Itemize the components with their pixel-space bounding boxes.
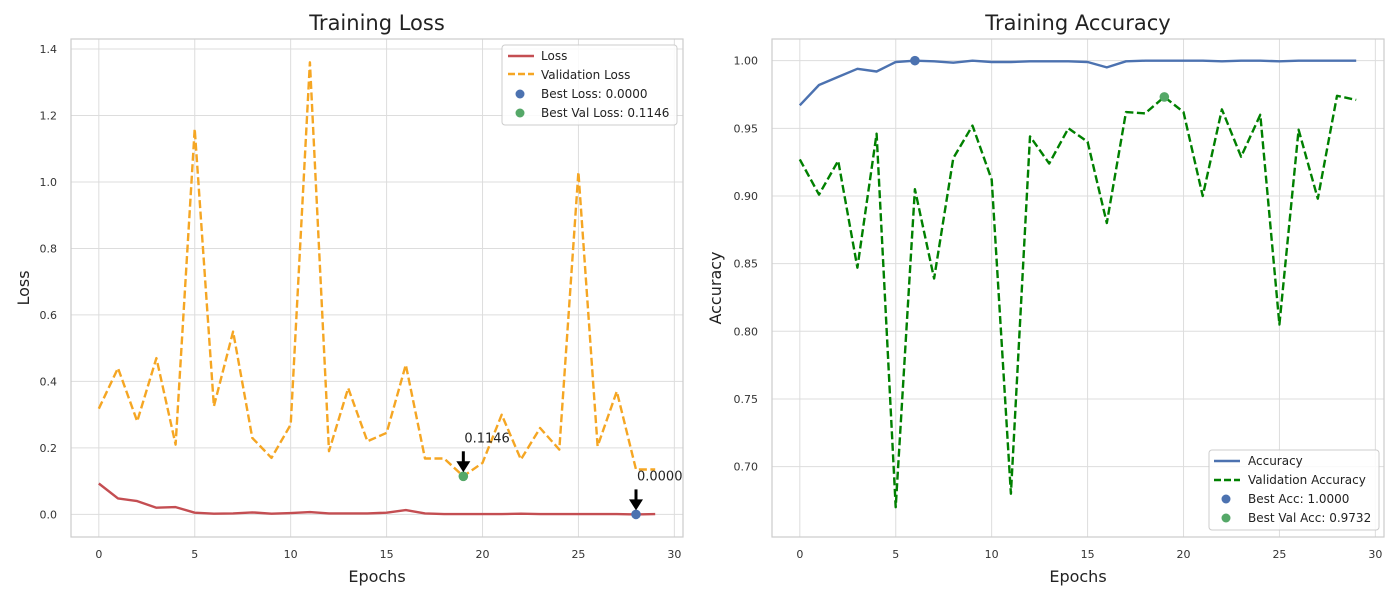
legend-item-validation-loss: Validation Loss [508, 68, 630, 82]
annotation-label: 0.1146 [464, 431, 510, 446]
legend-label-accuracy: Accuracy [1248, 454, 1303, 468]
accuracy-xtick-label: 0 [796, 548, 803, 561]
loss-ytick-label: 0.4 [40, 375, 58, 388]
loss-chart-title: Training Loss [308, 11, 445, 35]
accuracy-chart-ylabel: Accuracy [706, 251, 725, 324]
legend-label-best-val-loss: Best Val Loss: 0.1146 [541, 106, 669, 120]
legend-label-best-val-acc: Best Val Acc: 0.9732 [1248, 511, 1371, 525]
loss-xtick-label: 5 [191, 548, 198, 561]
accuracy-ytick-label: 0.75 [734, 393, 759, 406]
loss-chart-legend: Loss Validation Loss Best Loss: 0.0000 B… [501, 44, 678, 126]
accuracy-chart-ticks: 0 5 10 15 20 25 30 0.70 0.75 0.80 0.85 0.90 0.95 1.00 [734, 55, 1383, 561]
annotation-arrow-head [628, 499, 643, 511]
annotation-arrow [628, 489, 643, 511]
loss-ytick-label: 1.2 [40, 109, 58, 122]
legend-swatch-best-val-acc [1221, 513, 1231, 523]
loss-xtick-label: 15 [380, 548, 394, 561]
loss-chart-ticks: 0 5 10 15 20 25 30 0.0 0.2 0.4 0.6 0.8 1.0 1.2 1.4 [40, 43, 682, 561]
legend-item-best-loss: Best Loss: 0.0000 [515, 87, 648, 101]
loss-legend-box [501, 44, 678, 126]
legend-item-validation-accuracy: Validation Accuracy [1214, 473, 1366, 487]
loss-ytick-label: 0.8 [40, 242, 58, 255]
loss-chart-series [97, 61, 656, 516]
series-accuracy [798, 59, 1357, 107]
legend-label-validation-loss: Validation Loss [541, 68, 630, 82]
legend-item-best-val-loss: Best Val Loss: 0.1146 [515, 106, 669, 120]
accuracy-chart-title: Training Accuracy [984, 11, 1170, 35]
accuracy-xtick-label: 5 [892, 548, 899, 561]
accuracy-ytick-label: 0.80 [734, 325, 759, 338]
accuracy-xtick-label: 15 [1081, 548, 1095, 561]
accuracy-xtick-label: 20 [1177, 548, 1191, 561]
legend-swatch-best-acc [1221, 494, 1231, 504]
accuracy-ytick-label: 0.95 [734, 122, 759, 135]
loss-xtick-label: 0 [95, 548, 102, 561]
series-validation-loss [97, 61, 656, 478]
accuracy-ytick-label: 0.90 [734, 190, 759, 203]
loss-chart-frame [70, 38, 684, 538]
accuracy-chart-xlabel: Epochs [1049, 567, 1106, 586]
accuracy-chart-series [798, 59, 1357, 509]
loss-xtick-label: 20 [476, 548, 490, 561]
legend-item-accuracy: Accuracy [1214, 454, 1303, 468]
loss-chart-markers [458, 471, 641, 520]
loss-xtick-label: 30 [667, 548, 681, 561]
marker-best-loss [631, 509, 641, 520]
loss-xtick-label: 10 [284, 548, 298, 561]
series-loss [98, 482, 656, 516]
loss-ytick-label: 0.0 [40, 508, 58, 521]
legend-swatch-best-loss [515, 89, 525, 99]
accuracy-chart-legend: Accuracy Validation Accuracy Best Acc: 1… [1208, 449, 1380, 531]
loss-ytick-label: 1.4 [40, 43, 58, 56]
accuracy-chart: Training Accuracy 0 5 10 15 20 25 30 0.70 0.75 0.… [706, 11, 1385, 586]
loss-chart-xlabel: Epochs [348, 567, 405, 586]
annotation-label: 0.0000 [637, 469, 683, 484]
accuracy-ytick-label: 0.70 [734, 461, 759, 474]
loss-ytick-label: 0.6 [40, 309, 58, 322]
accuracy-chart-frame [771, 38, 1385, 538]
loss-ytick-label: 1.0 [40, 176, 58, 189]
legend-item-best-val-acc: Best Val Acc: 0.9732 [1221, 511, 1371, 525]
accuracy-xtick-label: 30 [1368, 548, 1382, 561]
marker-best-val-loss [458, 471, 469, 482]
loss-xtick-label: 25 [571, 548, 585, 561]
legend-label-loss: Loss [541, 49, 567, 63]
legend-swatch-best-val-loss [515, 108, 525, 118]
loss-chart-ylabel: Loss [14, 270, 33, 305]
accuracy-ytick-label: 1.00 [734, 55, 759, 68]
legend-label-validation-accuracy: Validation Accuracy [1248, 473, 1366, 487]
marker-best-acc [910, 55, 920, 66]
series-validation-accuracy [798, 94, 1357, 509]
annotation-arrow-head [456, 461, 471, 473]
accuracy-xtick-label: 25 [1272, 548, 1286, 561]
accuracy-chart-markers [910, 55, 1170, 102]
legend-item-loss: Loss [508, 49, 567, 63]
accuracy-ytick-label: 0.85 [734, 258, 759, 271]
loss-ytick-label: 0.2 [40, 442, 58, 455]
accuracy-xtick-label: 10 [985, 548, 999, 561]
accuracy-legend-box [1208, 449, 1380, 531]
legend-label-best-loss: Best Loss: 0.0000 [541, 87, 648, 101]
legend-item-best-acc: Best Acc: 1.0000 [1221, 492, 1349, 506]
loss-chart-annotations: 0.1146 0.0000 [456, 431, 683, 511]
legend-label-best-acc: Best Acc: 1.0000 [1248, 492, 1349, 506]
annotation-arrow [456, 451, 471, 473]
marker-best-val-acc [1159, 92, 1170, 102]
